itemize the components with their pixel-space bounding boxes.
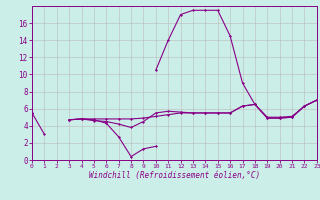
X-axis label: Windchill (Refroidissement éolien,°C): Windchill (Refroidissement éolien,°C) [89,171,260,180]
